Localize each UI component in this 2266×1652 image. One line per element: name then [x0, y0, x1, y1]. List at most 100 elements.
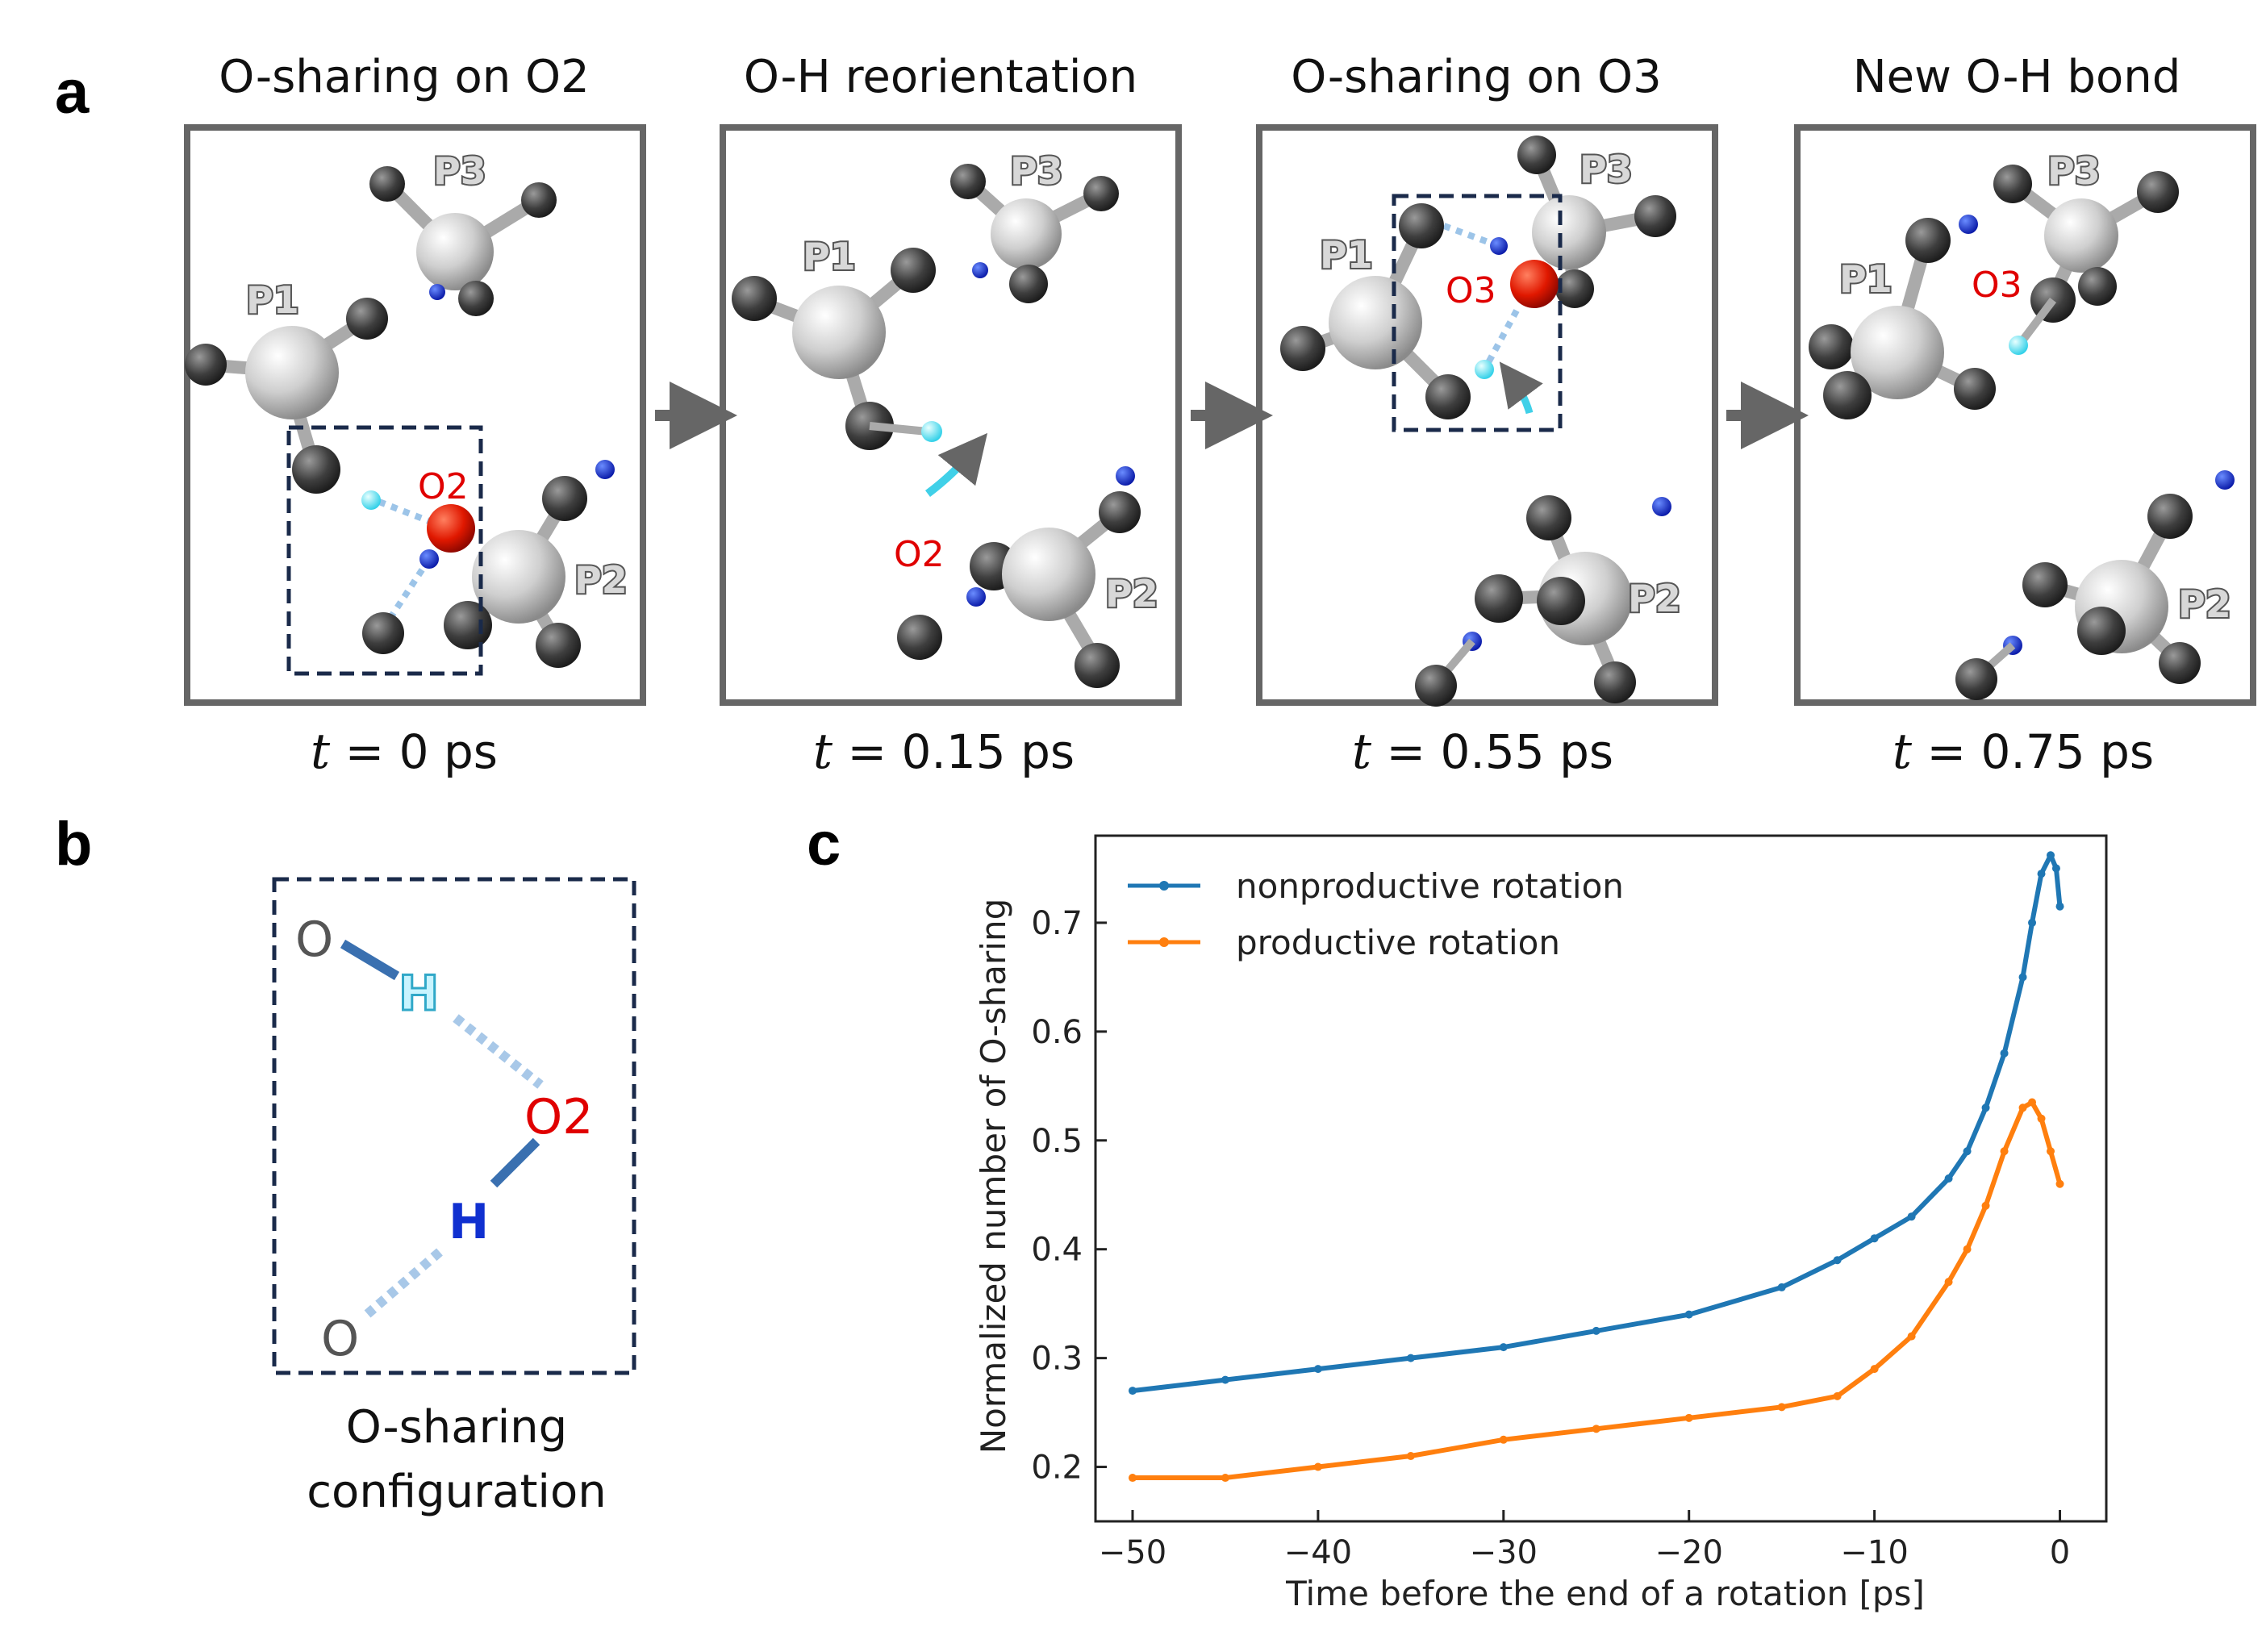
- carbon-atom: [346, 298, 388, 340]
- data-point: [1963, 1147, 1972, 1156]
- data-point: [1944, 1174, 1953, 1183]
- carbon-atom: [2078, 267, 2117, 306]
- p3-label: P3: [1580, 148, 1633, 191]
- carbon-atom: [1537, 577, 1585, 625]
- h-top-label: H: [399, 966, 439, 1022]
- data-point: [1592, 1425, 1600, 1433]
- dashed-box-highlight: [286, 425, 483, 676]
- carbon-atom: [1555, 269, 1594, 308]
- carbon-atom: [1954, 368, 1996, 410]
- phosphorus-atom: [2044, 198, 2118, 273]
- data-point: [2047, 1147, 2055, 1156]
- h-blue-atom: [966, 587, 986, 607]
- data-point: [2037, 870, 2046, 878]
- p1-label: P1: [1839, 257, 1893, 301]
- data-point: [1313, 1365, 1322, 1374]
- data-point: [2028, 1098, 2037, 1107]
- carbon-atom: [444, 601, 492, 649]
- frame-3-border: [1256, 124, 1718, 706]
- o-sharing-diagram: O H O2 H O: [272, 877, 636, 1375]
- o3-tag: O3: [1446, 270, 1496, 311]
- frame-4-border: [1794, 124, 2256, 706]
- data-point: [1313, 1462, 1322, 1471]
- data-point: [1907, 1212, 1916, 1221]
- o3-tag: O3: [1972, 265, 2022, 306]
- frame-1: O-sharing on O2: [184, 51, 646, 780]
- carbon-atom: [1099, 491, 1141, 533]
- carbon-atom: [1083, 176, 1119, 211]
- x-tick-label: −10: [1840, 1534, 1908, 1571]
- y-tick-label: 0.6: [1031, 1014, 1083, 1051]
- carbon-atom: [369, 166, 405, 202]
- p3-label: P3: [433, 149, 486, 193]
- h-blue-atom: [1116, 466, 1135, 486]
- hbond-dotted-2: [1483, 309, 1520, 369]
- data-point: [1944, 1278, 1953, 1287]
- phosphorus-atom: [1532, 195, 1606, 269]
- data-point: [1499, 1435, 1508, 1444]
- p3-label: P3: [2047, 149, 2101, 193]
- dashed-box-highlight: [1392, 194, 1563, 432]
- carbon-atom: [362, 612, 404, 654]
- carbon-atom: [950, 164, 986, 199]
- data-point: [1981, 1103, 1990, 1112]
- legend-label-nonproductive: nonproductive rotation: [1236, 866, 1624, 906]
- data-point: [1406, 1354, 1415, 1362]
- frame-2-title: O-H reorientation: [744, 51, 1137, 103]
- chart-line: −50 −40 −30 −20 −10 0 0.2 0.3 0.4 0.5 0.6 0.7 nonpr…: [974, 834, 2108, 1613]
- data-point: [1981, 1201, 1990, 1210]
- config-caption-line2: configuration: [307, 1466, 606, 1518]
- frame-1-border: [184, 124, 646, 706]
- phosphorus-atom: [1002, 528, 1095, 621]
- p2-label: P2: [1628, 577, 1681, 620]
- data-point: [1406, 1452, 1415, 1461]
- phosphorus-atom: [1329, 276, 1422, 369]
- data-point: [2055, 902, 2064, 911]
- panel-a-label: a: [55, 58, 90, 127]
- oxygen-atom-highlight: [427, 504, 475, 553]
- p2-label: P2: [2178, 582, 2231, 626]
- x-tick-label: −50: [1099, 1534, 1166, 1571]
- carbon-atom: [1517, 136, 1556, 174]
- carbon-atom: [1809, 324, 1854, 369]
- h-cyan-atom: [921, 421, 942, 442]
- rotation-arrow: [924, 432, 988, 497]
- data-point: [2028, 918, 2037, 927]
- data-point: [1777, 1403, 1786, 1412]
- rotation-arrow: [1499, 361, 1543, 415]
- p2-label: P2: [574, 558, 628, 602]
- data-point: [2000, 1147, 2009, 1156]
- data-point: [2018, 973, 2027, 982]
- x-tick-label: 0: [2050, 1534, 2070, 1571]
- frame-4-title: New O-H bond: [1853, 51, 2181, 103]
- frame-2-border: [720, 124, 1182, 706]
- phosphorus-atom: [991, 198, 1062, 269]
- carbon-atom: [2159, 642, 2201, 684]
- config-caption-line1: O-sharing: [346, 1401, 567, 1454]
- data-point: [1833, 1391, 1842, 1400]
- data-point: [1128, 1387, 1137, 1395]
- h-blue-atom: [595, 460, 615, 479]
- carbon-atom: [732, 276, 777, 321]
- p1-label: P1: [1320, 233, 1373, 277]
- hbond-dotted-1: [1442, 223, 1494, 247]
- frame-2-time: t = 0.15 ps: [813, 724, 1075, 780]
- phosphorus-atom: [472, 530, 565, 624]
- phosphorus-atom: [1851, 306, 1944, 399]
- carbon-atom: [292, 445, 340, 494]
- data-point: [2055, 1179, 2064, 1188]
- data-point: [1833, 1256, 1842, 1265]
- data-point: [2037, 1114, 2046, 1123]
- x-tick-label: −20: [1655, 1534, 1722, 1571]
- frame-3: O-sharing on O3: [1256, 51, 1718, 780]
- data-point: [1777, 1283, 1786, 1291]
- panel-b-label: b: [55, 810, 92, 878]
- h-blue-atom: [2215, 470, 2235, 490]
- legend-marker-nonproductive: [1159, 881, 1169, 891]
- legend-marker-productive: [1159, 937, 1169, 947]
- frame-3-time: t = 0.55 ps: [1352, 724, 1613, 780]
- y-tick-label: 0.5: [1031, 1123, 1083, 1160]
- carbon-atom: [1415, 665, 1457, 707]
- carbon-atom: [2022, 562, 2068, 607]
- h-cyan-atom: [361, 490, 381, 510]
